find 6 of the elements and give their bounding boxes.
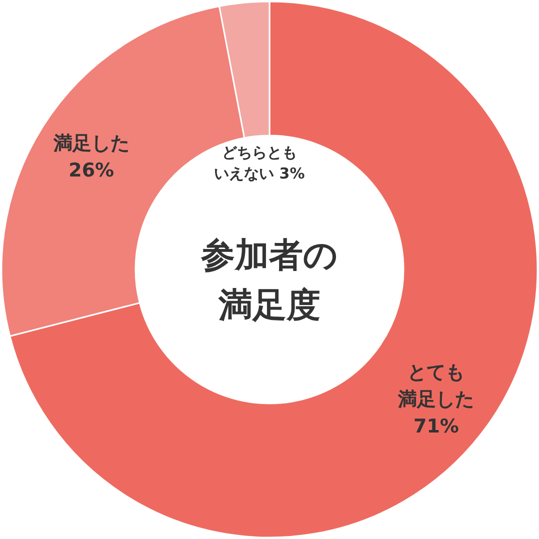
text: 参加者の満足度 [200, 235, 338, 326]
slice-label: 満足した [52, 132, 130, 155]
data-label: 26% [68, 160, 114, 182]
slice-label: とても満足した [397, 361, 474, 410]
slice-label: どちらともいえない 3% [214, 144, 305, 183]
data-label: 71% [413, 415, 459, 438]
